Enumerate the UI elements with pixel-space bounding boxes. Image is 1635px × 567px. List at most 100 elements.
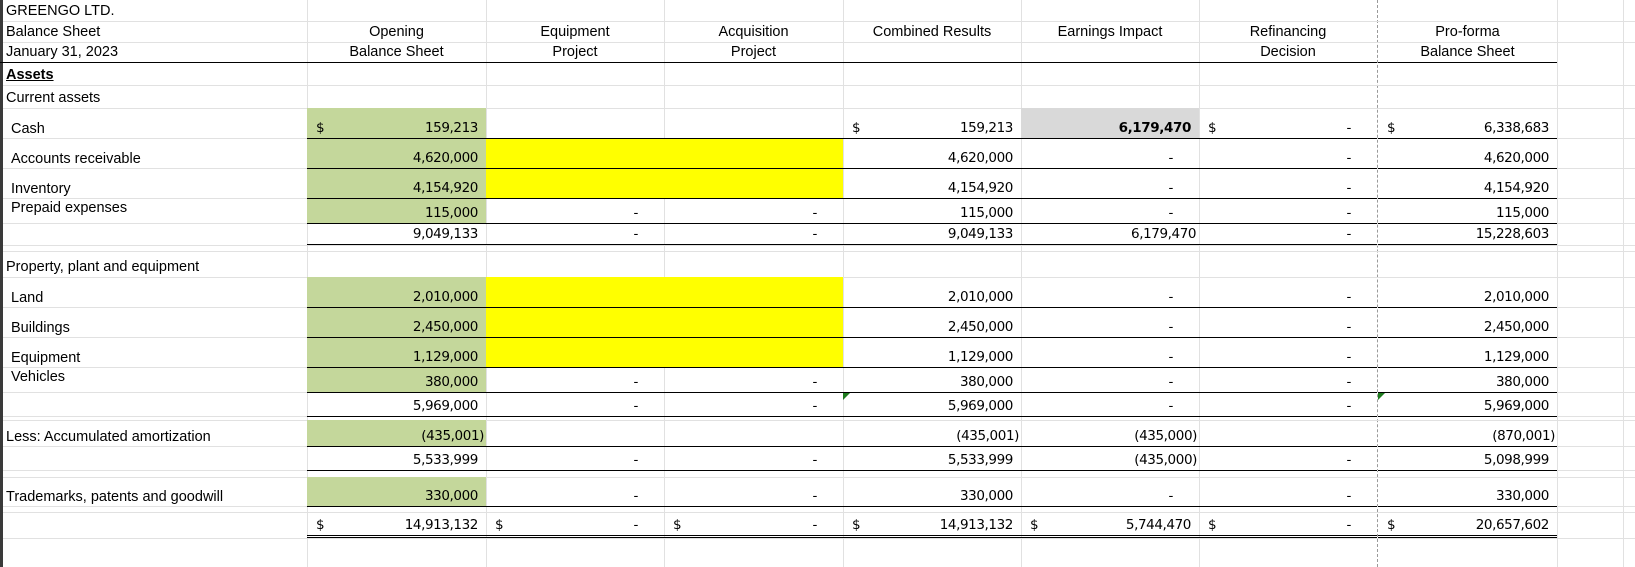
cell-combined[interactable]: 2,010,000 — [843, 277, 1021, 308]
cell-refinancing[interactable]: - — [1199, 277, 1377, 308]
cell-acquisition[interactable] — [664, 277, 843, 308]
cell-opening[interactable]: 4,154,920 — [307, 169, 486, 199]
cell-combined[interactable]: 9,049,133 — [843, 224, 1021, 245]
row-label[interactable]: Cash — [11, 121, 45, 137]
cell-refinancing[interactable]: - — [1199, 368, 1377, 393]
col-header-acquisition-2[interactable]: Project — [664, 42, 843, 63]
cell-equipment[interactable]: $ - — [486, 512, 664, 538]
cell-proforma[interactable]: 5,969,000 — [1378, 393, 1557, 417]
cell-refinancing[interactable]: - — [1199, 477, 1377, 507]
cell-proforma[interactable]: 2,010,000 — [1378, 277, 1557, 308]
cell-proforma[interactable]: 2,450,000 — [1378, 308, 1557, 338]
cell-proforma[interactable]: 4,620,000 — [1378, 139, 1557, 169]
cell-proforma[interactable]: 4,154,920 — [1378, 169, 1557, 199]
col-header-earnings[interactable]: Earnings Impact — [1057, 24, 1163, 40]
cell-refinancing[interactable]: - — [1199, 393, 1377, 417]
cell-combined[interactable]: (435,001) — [843, 420, 1021, 447]
cell-opening[interactable]: 380,000 — [307, 368, 486, 393]
cell-opening[interactable]: 2,010,000 — [307, 277, 486, 308]
cell-proforma[interactable]: (870,001) — [1378, 420, 1557, 447]
cell-combined[interactable]: 2,450,000 — [843, 308, 1021, 338]
col-header-refinancing-2[interactable]: Decision — [1199, 42, 1377, 63]
cell-acquisition[interactable] — [664, 308, 843, 338]
cell-acquisition[interactable]: - — [664, 447, 843, 471]
cell-refinancing[interactable]: - — [1199, 338, 1377, 368]
cell-equipment[interactable] — [486, 277, 664, 308]
cell-proforma[interactable]: 5,098,999 — [1378, 447, 1557, 471]
cell-acquisition[interactable]: - — [664, 199, 843, 224]
cell-acquisition[interactable] — [664, 420, 843, 447]
cell-opening[interactable]: $159,213 — [307, 108, 486, 139]
cell-proforma[interactable]: $20,657,602 — [1378, 512, 1557, 538]
col-header-proforma-2[interactable]: Balance Sheet — [1378, 42, 1557, 63]
cell-earnings[interactable]: $5,744,470 — [1021, 512, 1199, 538]
cell-acquisition[interactable]: - — [664, 393, 843, 417]
cell-acquisition[interactable] — [664, 169, 843, 199]
row-label[interactable]: Land — [11, 290, 44, 306]
col-header-acquisition[interactable]: Acquisition — [718, 24, 789, 40]
cell-equipment[interactable]: - — [486, 447, 664, 471]
cell-earnings-selected[interactable]: 6,179,470 — [1021, 108, 1199, 139]
cell-acquisition[interactable] — [664, 139, 843, 169]
cell-equipment[interactable]: - — [486, 393, 664, 417]
cell-combined[interactable]: $159,213 — [843, 108, 1021, 139]
cell-combined[interactable]: $14,913,132 — [843, 512, 1021, 538]
cell-equipment[interactable] — [486, 420, 664, 447]
cell-equipment[interactable] — [486, 338, 664, 368]
statement-date[interactable]: January 31, 2023 — [0, 42, 307, 63]
cell-proforma[interactable]: $6,338,683 — [1378, 108, 1557, 139]
col-header-combined[interactable]: Combined Results — [872, 24, 992, 40]
cell-equipment[interactable]: - — [486, 477, 664, 507]
cell-opening[interactable]: 5,969,000 — [307, 393, 486, 417]
cell-refinancing[interactable]: $ - — [1199, 512, 1377, 538]
section-ppe[interactable]: Property, plant and equipment — [6, 259, 200, 275]
col-header-opening[interactable]: Opening — [369, 24, 424, 40]
cell-equipment[interactable]: - — [486, 224, 664, 245]
cell-refinancing[interactable]: - — [1199, 447, 1377, 471]
cell-equipment[interactable] — [486, 308, 664, 338]
cell-earnings[interactable]: (435,000) — [1021, 447, 1199, 471]
col-header-equipment[interactable]: Equipment — [540, 24, 610, 40]
cell-combined[interactable]: 115,000 — [843, 199, 1021, 224]
row-label[interactable]: Accounts receivable — [11, 151, 141, 167]
col-header-equipment-2[interactable]: Project — [486, 42, 664, 63]
cell-equipment[interactable]: - — [486, 199, 664, 224]
cell-combined[interactable]: 5,969,000 — [843, 393, 1021, 417]
cell-acquisition[interactable] — [664, 338, 843, 368]
cell-equipment[interactable] — [486, 108, 664, 139]
statement-title[interactable]: Balance Sheet — [6, 24, 101, 40]
cell-earnings[interactable]: (435,000) — [1021, 420, 1199, 447]
col-header-combined-2[interactable] — [843, 42, 1021, 63]
cell-acquisition[interactable]: - — [664, 368, 843, 393]
row-label[interactable]: Equipment — [11, 350, 81, 366]
cell-opening[interactable]: 5,533,999 — [307, 447, 486, 471]
cell-acquisition[interactable]: - — [664, 477, 843, 507]
cell-earnings[interactable]: - — [1021, 393, 1199, 417]
cell-earnings[interactable]: - — [1021, 199, 1199, 224]
cell-equipment[interactable] — [486, 139, 664, 169]
col-header-refinancing[interactable]: Refinancing — [1249, 24, 1327, 40]
cell-opening[interactable]: $14,913,132 — [307, 512, 486, 538]
cell-proforma[interactable]: 1,129,000 — [1378, 338, 1557, 368]
cell-combined[interactable]: 4,620,000 — [843, 139, 1021, 169]
cell-earnings[interactable]: - — [1021, 169, 1199, 199]
cell-proforma[interactable]: 115,000 — [1378, 199, 1557, 224]
company-name[interactable]: GREENGO LTD. — [6, 3, 115, 19]
row-label[interactable]: Less: Accumulated amortization — [6, 429, 211, 445]
cell-combined[interactable]: 330,000 — [843, 477, 1021, 507]
row-label[interactable]: Trademarks, patents and goodwill — [6, 489, 224, 505]
cell-opening[interactable]: 2,450,000 — [307, 308, 486, 338]
cell-proforma[interactable]: 380,000 — [1378, 368, 1557, 393]
section-current-assets[interactable]: Current assets — [6, 90, 101, 106]
row-label[interactable]: Inventory — [11, 181, 71, 197]
cell-refinancing[interactable]: - — [1199, 139, 1377, 169]
cell-earnings[interactable]: - — [1021, 368, 1199, 393]
row-label[interactable]: Vehicles — [11, 369, 66, 385]
cell-equipment[interactable]: - — [486, 368, 664, 393]
cell-earnings[interactable]: 6,179,470 — [1021, 224, 1199, 245]
cell-combined[interactable]: 1,129,000 — [843, 338, 1021, 368]
cell-opening[interactable]: 330,000 — [307, 477, 486, 507]
cell-acquisition[interactable] — [664, 108, 843, 139]
cell-refinancing[interactable]: - — [1199, 199, 1377, 224]
col-header-earnings-2[interactable] — [1021, 42, 1199, 63]
